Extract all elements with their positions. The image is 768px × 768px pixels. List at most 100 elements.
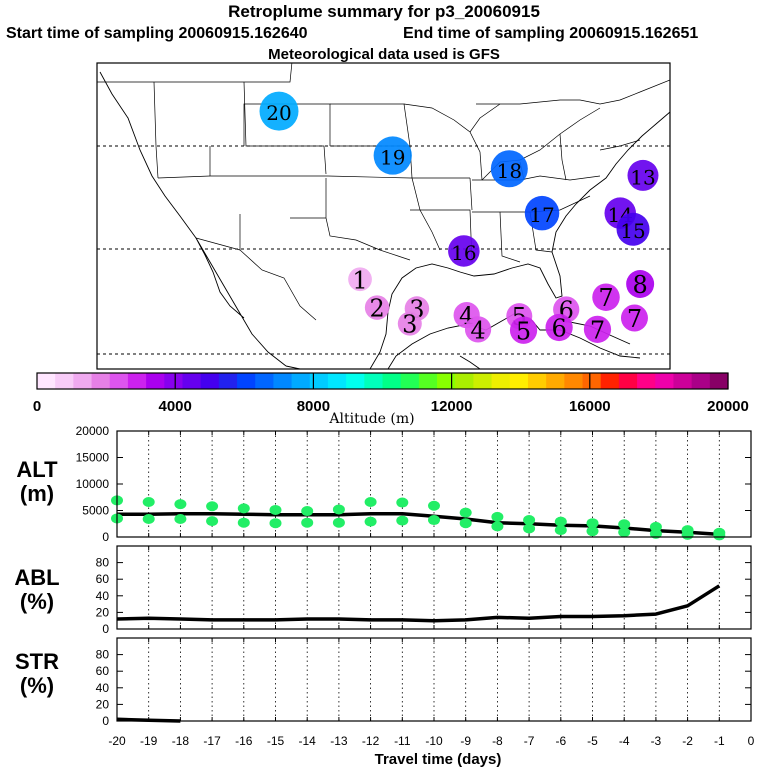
- plume-marker: [397, 311, 422, 336]
- str-x-tick-label: -20: [108, 734, 126, 748]
- alt-quartile-point: [332, 517, 345, 528]
- alt-quartile-point: [491, 521, 504, 532]
- colorbar-cell: [582, 373, 602, 389]
- str-x-tick-label: -2: [682, 734, 693, 748]
- plume-marker-label: 7: [590, 316, 605, 344]
- alt-quartile-point: [269, 504, 282, 515]
- alt-quartile-point: [301, 506, 314, 517]
- colorbar-cell: [346, 373, 365, 389]
- colorbar-cell: [491, 373, 511, 389]
- str-x-tick-label: -16: [235, 734, 253, 748]
- str-x-tick-label: -1: [714, 734, 725, 748]
- alt-panel: 0 5000 10000 15000 20000: [76, 424, 752, 544]
- alt-y-tick-label: 0: [102, 530, 109, 544]
- alt-y-tick-label: 10000: [76, 477, 110, 491]
- colorbar-cell: [200, 373, 220, 389]
- str-unit: (%): [19, 673, 55, 698]
- colorbar-cell: [309, 373, 329, 389]
- str-x-tick-label: -10: [425, 734, 443, 748]
- colorbar-cells: [37, 373, 729, 389]
- str-y-tick-label: 80: [96, 648, 110, 662]
- alt-quartile-point: [459, 507, 472, 518]
- abl-series-line: [116, 584, 721, 623]
- colorbar-cell: [637, 373, 656, 389]
- plume-marker: [259, 91, 299, 131]
- plume-marker: [620, 304, 648, 332]
- met-data-note: Meteorological data used is GFS: [268, 46, 500, 63]
- colorbar-cell: [273, 373, 293, 389]
- abl-panel: 0 20 40 60 80: [96, 545, 752, 636]
- str-x-tick-label: -18: [172, 734, 190, 748]
- colorbar-cell: [218, 373, 238, 389]
- str-x-tick-label: -7: [524, 734, 535, 748]
- colorbar-cell: [164, 373, 184, 389]
- colorbar-cell: [455, 373, 475, 389]
- colorbar-cell: [364, 373, 384, 389]
- colorbar-label: Altitude (m): [328, 411, 414, 427]
- alt-frame: [116, 430, 752, 538]
- colorbar-cell: [291, 373, 311, 389]
- abl-y-tick-label: 20: [96, 605, 110, 619]
- plume-marker-label: 19: [380, 146, 405, 170]
- start-time-value: 20060915.162640: [178, 25, 308, 42]
- alt-quartile-point: [618, 519, 631, 530]
- alt-quartile-point: [459, 518, 472, 529]
- plume-marker-label: 2: [369, 295, 384, 323]
- map-frame: [96, 62, 671, 370]
- plume-marker: [627, 159, 659, 191]
- plume-marker-label: 18: [497, 159, 522, 183]
- str-x-tick-label: -8: [492, 734, 503, 748]
- colorbar-cell: [655, 373, 675, 389]
- abl-y-tick-label: 60: [96, 572, 110, 586]
- str-y-tick-label: 0: [102, 714, 109, 728]
- alt-quartile-point: [174, 513, 187, 524]
- plume-marker-label: 3: [402, 311, 417, 339]
- alt-quartile-point: [491, 511, 504, 522]
- plume-marker-label: 4: [470, 316, 485, 344]
- colorbar-cell: [473, 373, 493, 389]
- colorbar-cell: [418, 373, 438, 389]
- alt-title: ALT: [16, 457, 58, 482]
- str-y-tick-label: 40: [96, 681, 110, 695]
- alt-quartile-point: [586, 518, 599, 529]
- str-x-tick-label: -11: [394, 734, 411, 748]
- alt-quartile-point: [523, 523, 536, 534]
- str-x-tick-label: -19: [140, 734, 158, 748]
- colorbar-tick-label: 16000: [569, 398, 611, 415]
- alt-panel-title: ALT (m): [2, 458, 72, 506]
- colorbar-cell: [182, 373, 202, 389]
- plume-marker: [545, 313, 573, 342]
- plume-marker: [524, 195, 560, 231]
- alt-quartile-point: [523, 515, 536, 526]
- colorbar-cell: [691, 373, 711, 389]
- plume-marker-label: 6: [551, 314, 566, 342]
- str-x-tick-label: -6: [555, 734, 566, 748]
- alt-quartile-point: [713, 530, 726, 541]
- colorbar-cell: [73, 373, 93, 389]
- colorbar-cell: [109, 373, 129, 389]
- str-x-tick-label: -9: [460, 734, 471, 748]
- str-x-tick-label: -4: [619, 734, 630, 748]
- plume-marker: [490, 150, 528, 188]
- plume-marker: [509, 316, 538, 344]
- alt-quartile-point: [428, 500, 440, 511]
- colorbar-tick-label: 0: [33, 398, 41, 415]
- str-x-tick-label: -13: [330, 734, 348, 748]
- colorbar: 0 4000 8000 12000 16000 20000 Altitude (m): [33, 372, 749, 427]
- plume-marker: [626, 270, 655, 298]
- plume-marker-label: 7: [627, 305, 642, 333]
- str-frame: [116, 637, 752, 722]
- alt-quartile-point: [269, 518, 282, 529]
- start-time-label: Start time of sampling: [6, 25, 175, 42]
- colorbar-cell: [673, 373, 693, 389]
- colorbar-cell: [437, 373, 456, 389]
- plume-marker-label: 1: [352, 266, 367, 294]
- plume-marker-label: 15: [620, 219, 645, 243]
- alt-quartile-point: [301, 517, 314, 528]
- plume-marker-label: 17: [529, 203, 554, 227]
- plume-marker: [592, 283, 620, 311]
- plume-marker-label: 5: [516, 317, 531, 345]
